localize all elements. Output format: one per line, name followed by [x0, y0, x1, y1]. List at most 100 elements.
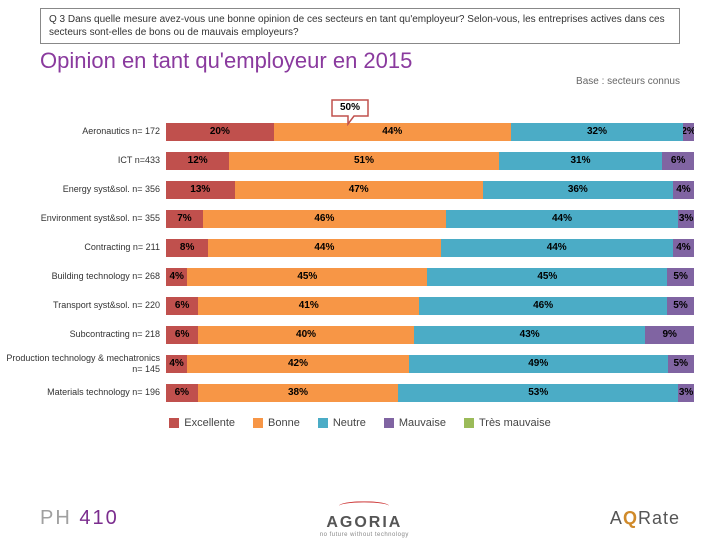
bar-segment: 51% [229, 152, 498, 170]
stacked-bar-chart: Aeronautics n= 17220%44%32%2%ICT n=43312… [0, 117, 696, 407]
bar-track: 7%46%44%3% [166, 210, 694, 228]
bar-track: 4%42%49%5% [166, 355, 694, 373]
aqr-post: Rate [638, 508, 680, 528]
bar-track: 6%41%46%5% [166, 297, 694, 315]
row-label: Materials technology n= 196 [0, 387, 166, 397]
legend-swatch [384, 418, 394, 428]
legend: Excellente Bonne Neutre Mauvaise Très ma… [0, 417, 720, 429]
logo-ph-num: 410 [79, 507, 118, 529]
aqr-pre: A [610, 508, 623, 528]
bar-track: 20%44%32%2% [166, 123, 694, 141]
bar-segment: 2% [683, 123, 694, 141]
bar-track: 8%44%44%4% [166, 239, 694, 257]
bar-segment: 4% [673, 181, 694, 199]
bar-track: 12%51%31%6% [166, 152, 694, 170]
row-label: Production technology & mechatronics n= … [0, 353, 166, 374]
bar-segment: 6% [166, 326, 198, 344]
chart-row: Environment syst&sol. n= 3557%46%44%3% [0, 204, 696, 233]
bar-segment: 46% [203, 210, 446, 228]
bar-segment: 36% [483, 181, 673, 199]
row-label: Energy syst&sol. n= 356 [0, 184, 166, 194]
bar-segment: 45% [187, 268, 427, 286]
bar-track: 4%45%45%5% [166, 268, 694, 286]
agoria-name: AGORIA [320, 514, 409, 532]
bar-segment: 44% [208, 239, 440, 257]
callout-bubble: 50% [330, 98, 370, 126]
bar-segment: 8% [166, 239, 208, 257]
bar-segment: 5% [668, 355, 694, 373]
bar-segment: 49% [409, 355, 668, 373]
row-label: Transport syst&sol. n= 220 [0, 300, 166, 310]
base-note: Base : secteurs connus [0, 76, 680, 87]
bar-segment: 45% [427, 268, 667, 286]
bar-track: 6%38%53%3% [166, 384, 694, 402]
bar-segment: 4% [166, 268, 187, 286]
question-box: Q 3 Dans quelle mesure avez-vous une bon… [40, 8, 680, 44]
bar-segment: 32% [511, 123, 683, 141]
row-label: ICT n=433 [0, 155, 166, 165]
bar-segment: 44% [274, 123, 511, 141]
legend-swatch [318, 418, 328, 428]
chart-row: Energy syst&sol. n= 35613%47%36%4% [0, 175, 696, 204]
chart-row: Transport syst&sol. n= 2206%41%46%5% [0, 291, 696, 320]
row-label: Aeronautics n= 172 [0, 126, 166, 136]
aqr-q: Q [623, 508, 638, 528]
bar-segment: 12% [166, 152, 229, 170]
logo-agoria: AGORIA no future without technology [320, 498, 409, 538]
chart-row: ICT n=43312%51%31%6% [0, 146, 696, 175]
legend-swatch [253, 418, 263, 428]
bar-segment: 44% [446, 210, 678, 228]
chart-row: Contracting n= 2118%44%44%4% [0, 233, 696, 262]
agoria-swoosh-icon [339, 501, 389, 511]
legend-label: Bonne [268, 417, 300, 429]
legend-label: Mauvaise [399, 417, 446, 429]
legend-swatch [464, 418, 474, 428]
bar-segment: 6% [166, 384, 198, 402]
bar-segment: 5% [667, 268, 694, 286]
bar-segment: 46% [419, 297, 667, 315]
legend-swatch [169, 418, 179, 428]
bar-segment: 6% [662, 152, 694, 170]
bar-segment: 20% [166, 123, 274, 141]
bar-segment: 7% [166, 210, 203, 228]
bar-segment: 3% [678, 210, 694, 228]
legend-label: Excellente [184, 417, 235, 429]
bar-segment: 43% [414, 326, 646, 344]
bar-segment: 5% [667, 297, 694, 315]
bar-segment: 38% [198, 384, 399, 402]
bar-segment: 44% [441, 239, 673, 257]
agoria-tagline: no future without technology [320, 532, 409, 538]
logo-aqrate: AQRate [610, 508, 680, 529]
bar-segment: 47% [235, 181, 483, 199]
bar-segment: 9% [645, 326, 693, 344]
bar-segment: 42% [187, 355, 409, 373]
legend-label: Très mauvaise [479, 417, 551, 429]
footer-logos: PH 410 AGORIA no future without technolo… [0, 498, 720, 538]
bar-segment: 13% [166, 181, 235, 199]
row-label: Subcontracting n= 218 [0, 329, 166, 339]
legend-item-tres-mauvaise: Très mauvaise [464, 417, 551, 429]
logo-ph410: PH 410 [40, 507, 119, 530]
chart-row: Materials technology n= 1966%38%53%3% [0, 378, 696, 407]
bar-segment: 4% [673, 239, 694, 257]
bar-segment: 41% [198, 297, 419, 315]
bar-segment: 4% [166, 355, 187, 373]
callout-value: 50% [330, 102, 370, 113]
bar-segment: 6% [166, 297, 198, 315]
row-label: Contracting n= 211 [0, 242, 166, 252]
logo-ph-text: PH [40, 507, 72, 529]
legend-item-neutre: Neutre [318, 417, 366, 429]
row-label: Environment syst&sol. n= 355 [0, 213, 166, 223]
bar-track: 13%47%36%4% [166, 181, 694, 199]
bar-track: 6%40%43%9% [166, 326, 694, 344]
bar-segment: 40% [198, 326, 414, 344]
chart-row: Production technology & mechatronics n= … [0, 349, 696, 378]
bar-segment: 53% [398, 384, 678, 402]
legend-label: Neutre [333, 417, 366, 429]
bar-segment: 3% [678, 384, 694, 402]
chart-row: Building technology n= 2684%45%45%5% [0, 262, 696, 291]
row-label: Building technology n= 268 [0, 271, 166, 281]
page-title: Opinion en tant qu'employeur en 2015 [40, 48, 680, 74]
legend-item-mauvaise: Mauvaise [384, 417, 446, 429]
question-text: Q 3 Dans quelle mesure avez-vous une bon… [49, 14, 665, 38]
